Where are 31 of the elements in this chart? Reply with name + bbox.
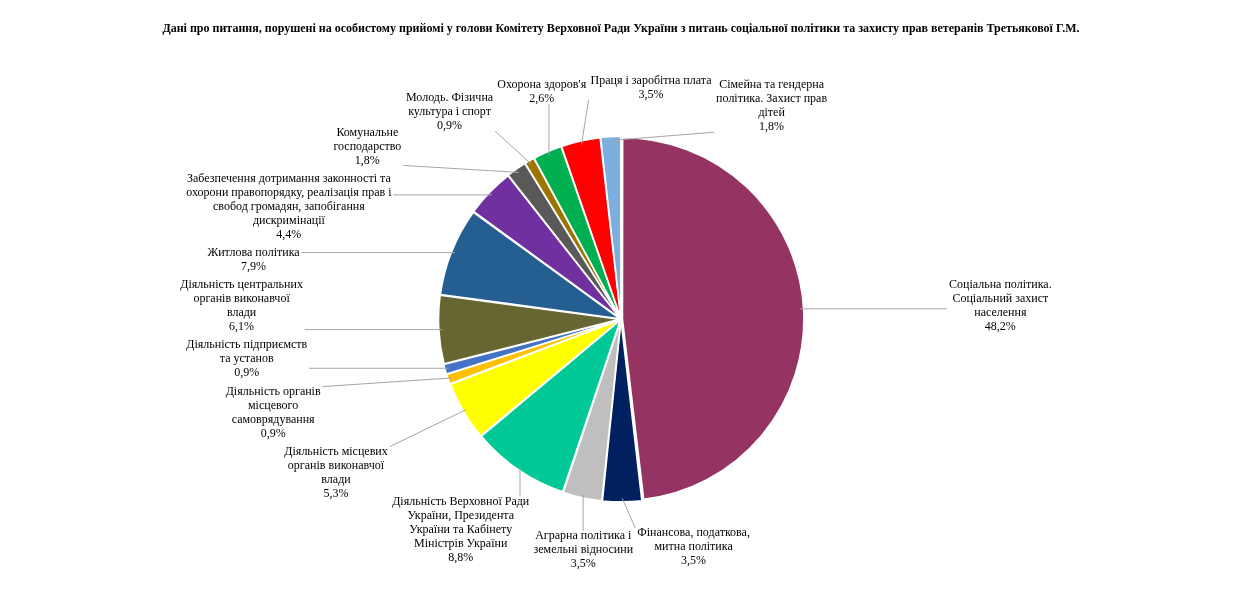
slice-label: Забезпечення дотримання законності та охорони правопорядку, реалізація прав і свобод громадян, запобігання дискримінації [186,170,393,227]
data-label: 1,8% [354,152,380,167]
data-label: 4,4% [276,226,302,241]
slice-label: Діяльність центральних органів виконавчої влади [180,277,303,320]
data-label: 1,8% [759,119,785,134]
slice-label: Молодь. Фізична культура і спорт [405,90,494,119]
slice-label: Комунальне господарство [333,124,402,153]
data-label: 7,9% [241,259,267,274]
slice-label: Соціальна політика. Соціальний захист населення [949,276,1052,319]
data-label: 48,2% [984,318,1016,333]
slice-label: Фінансова, податкова, митна політика [637,525,750,554]
slice-label: Охорона здоров'я [497,77,587,92]
slice-label: Праця і заробітна плата [590,73,713,88]
slice-label: Діяльність органів місцевого самоврядування [225,383,321,426]
data-label: 0,9% [234,365,260,380]
chart-title: Дані про питання, порушені на особистому прийомі у голови Комітету Верховної Ради України з питань соціальної політики та захисту прав ветеранів Третьякової Г.М. [162,21,1080,36]
slice-label: Сімейна та гендерна політика. Захист прав дітей [716,77,828,120]
data-label: 0,9% [260,425,286,440]
data-label: 3,5% [638,87,664,102]
data-label: 5,3% [323,485,349,500]
slice-label: Діяльність підприємств та установ [186,337,308,366]
data-label: 6,1% [229,319,255,334]
data-label: 2,6% [529,91,555,106]
data-label: 8,8% [448,549,474,564]
data-label: 3,5% [681,553,707,568]
slice-label: Житлова політика [207,245,301,260]
slice-label: Аграрна політика і земельні відносини [533,528,634,557]
data-label: 0,9% [437,118,463,133]
slice-label: Діяльність Верховної Ради України, Президента України та Кабінету Міністрів України [392,493,530,550]
data-label: 3,5% [570,556,596,571]
slice-label: Діяльність місцевих органів виконавчої влади [284,443,388,486]
